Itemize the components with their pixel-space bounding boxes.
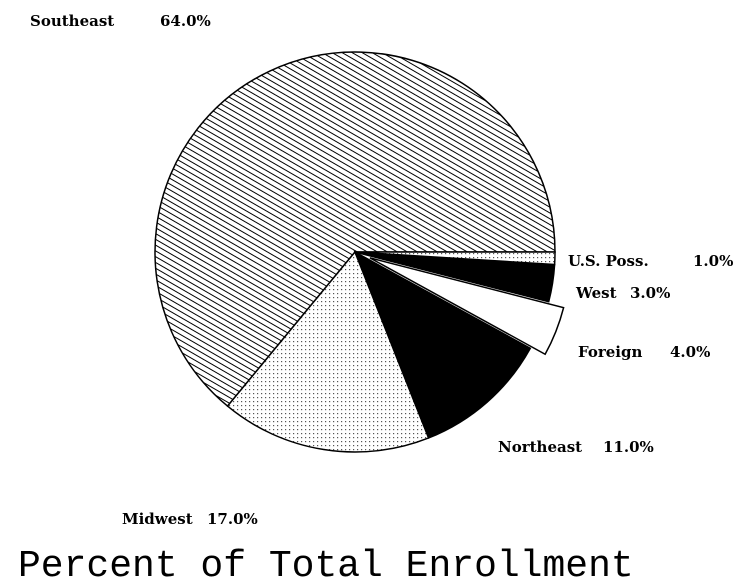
pie-slice [369, 257, 565, 356]
slice-label: Foreign [578, 343, 642, 361]
pie-slice [353, 250, 532, 439]
pie-slice [354, 251, 556, 266]
pie-slice [154, 51, 556, 408]
slice-label: Southeast [30, 12, 114, 30]
slice-label: Midwest [122, 510, 193, 528]
slice-value-label: 11.0% [603, 438, 654, 456]
slice-label: U.S. Poss. [568, 252, 649, 270]
slice-value-label: 3.0% [630, 284, 670, 302]
slice-value-label: 1.0% [693, 252, 733, 270]
slice-label: Northeast [498, 438, 582, 456]
chart-title: Percent of Total Enrollment [18, 545, 634, 586]
slice-label: West [575, 284, 617, 302]
slice-value-label: 64.0% [160, 12, 211, 30]
pie-slice [226, 250, 430, 453]
slice-value-label: 4.0% [670, 343, 710, 361]
slice-value-label: 17.0% [207, 510, 258, 528]
